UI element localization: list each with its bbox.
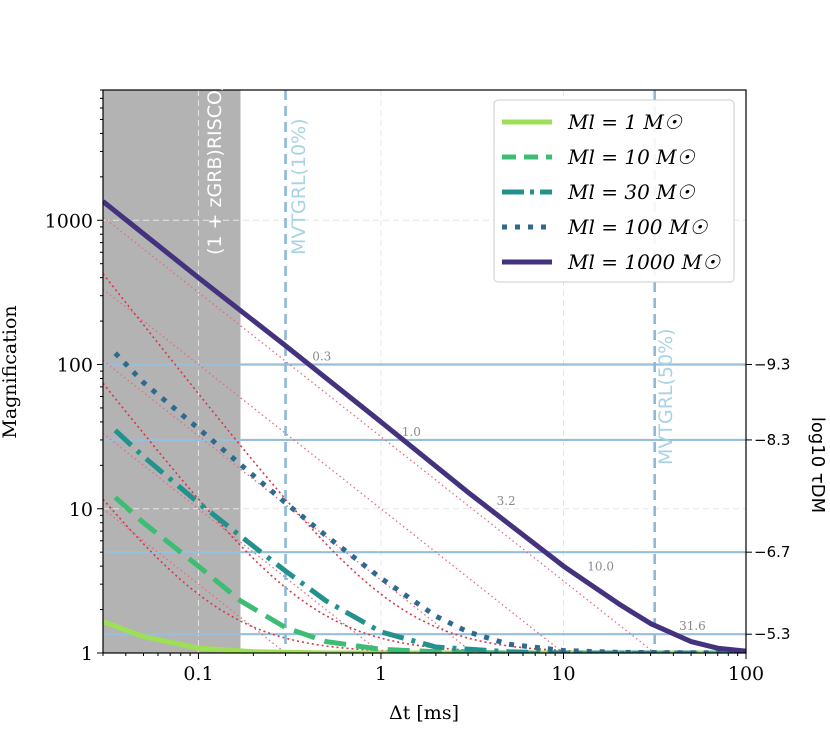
diagonal-tau-label: 3.2 — [497, 494, 516, 508]
right-tick-label: −9.3 — [754, 356, 790, 374]
diagonal-tau-label: 10.0 — [587, 560, 614, 574]
series-line-1000 — [103, 199, 746, 653]
legend-label-1000: Ml = 1000 M☉ — [567, 250, 721, 274]
diagonal-lines-layer — [103, 216, 656, 653]
right-tick-label: −6.7 — [754, 543, 790, 561]
y-tick-label: 1 — [81, 643, 93, 665]
diagonal-tau-curve — [103, 273, 578, 653]
y-axis-title: Magnification — [0, 305, 21, 438]
isco-shaded-region — [103, 90, 241, 653]
x-tick-label: 1 — [375, 663, 387, 685]
shaded-region-layer — [103, 90, 241, 653]
y-tick-label: 1000 — [45, 210, 93, 232]
diagonal-tau-curve — [103, 498, 396, 653]
legend-box — [493, 99, 735, 283]
legend: Ml = 1 M☉ Ml = 10 M☉ Ml = 30 M☉ Ml = 100 M☉… — [493, 99, 735, 283]
legend-label-100: Ml = 100 M☉ — [567, 215, 708, 239]
diagonal-tau-line — [103, 288, 564, 653]
legend-label-30: Ml = 30 M☉ — [567, 180, 696, 204]
x-tick-label: 10 — [551, 663, 575, 685]
series-line-1 — [103, 619, 746, 653]
diagonal-tau-label: 31.6 — [679, 619, 706, 633]
series-layer — [103, 199, 746, 653]
legend-label-1: Ml = 1 M☉ — [567, 110, 683, 134]
vertical-lines-layer — [284, 90, 656, 653]
x-tick-label: 0.1 — [183, 663, 213, 685]
diagonal-tau-label: 0.3 — [312, 350, 331, 364]
right-tick-label: −8.3 — [754, 431, 790, 449]
diagonal-tau-label: 1.0 — [402, 425, 421, 439]
ticks-layer: −9.3 −8.3 −6.7 −5.3 0.1 1 10 100 1 10 100 1000 — [45, 89, 790, 685]
mvt-10-label: MVTGRL(10%) — [288, 118, 310, 255]
right-axis-title: log10 τDM — [807, 417, 828, 513]
series-line-30 — [113, 428, 746, 653]
isco-region-label: (1 + zGRB)RISCO/c — [204, 73, 226, 255]
series-line-10 — [113, 495, 746, 653]
y-tick-label: 10 — [69, 499, 93, 521]
horizontal-lines-layer — [103, 363, 746, 636]
legend-label-10: Ml = 10 M☉ — [567, 145, 696, 169]
diagonal-tau-line — [103, 216, 656, 653]
x-tick-label: 100 — [728, 663, 764, 685]
diagonal-tau-line — [103, 432, 382, 653]
diagonal-tau-line — [103, 508, 286, 653]
x-axis-title: Δt [ms] — [389, 702, 459, 724]
series-line-100 — [113, 351, 746, 653]
annotation-layer: 0.3 1.0 3.2 10.0 31.6 — [312, 350, 706, 634]
right-tick-label: −5.3 — [754, 625, 790, 643]
y-tick-label: 100 — [57, 355, 93, 377]
mvt-50-label: MVTGRL(50%) — [655, 328, 677, 465]
